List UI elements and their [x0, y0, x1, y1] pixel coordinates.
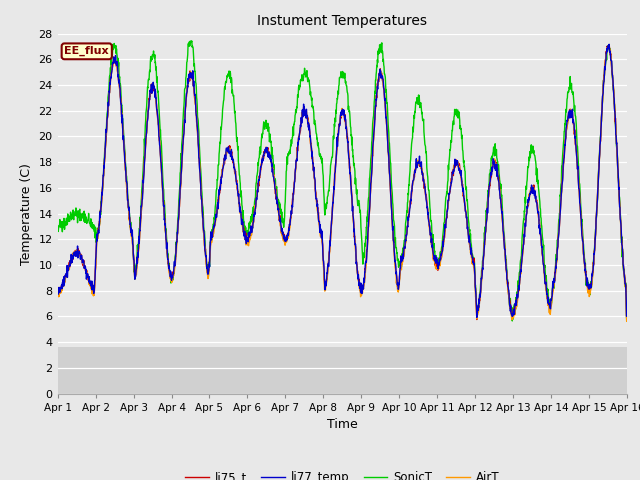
AirT	[86, 283, 94, 289]
AirT	[289, 198, 297, 204]
Line: li75_t: li75_t	[58, 46, 627, 320]
AirT	[623, 315, 631, 321]
Line: li77_temp: li77_temp	[58, 44, 627, 317]
SonicT	[623, 310, 631, 316]
li77_temp	[86, 280, 94, 286]
X-axis label: Time: Time	[327, 418, 358, 431]
li75_t	[54, 284, 61, 290]
SonicT	[508, 318, 516, 324]
Y-axis label: Temperature (C): Temperature (C)	[20, 163, 33, 264]
AirT	[286, 224, 294, 230]
li77_temp	[54, 288, 61, 294]
li75_t	[286, 217, 294, 223]
Line: SonicT: SonicT	[58, 41, 627, 321]
li75_t	[175, 206, 183, 212]
li77_temp	[286, 221, 294, 227]
Line: AirT: AirT	[58, 46, 627, 322]
li77_temp	[267, 153, 275, 158]
li75_t	[604, 43, 612, 48]
AirT	[443, 216, 451, 221]
li75_t	[623, 317, 631, 323]
li75_t	[289, 197, 297, 203]
li77_temp	[605, 41, 613, 47]
li77_temp	[443, 216, 451, 222]
li77_temp	[623, 310, 631, 316]
SonicT	[267, 138, 275, 144]
SonicT	[54, 225, 61, 230]
Bar	[58, 348, 627, 394]
li75_t	[267, 157, 275, 163]
li75_t	[623, 316, 631, 322]
AirT	[54, 293, 61, 299]
SonicT	[86, 220, 94, 226]
li77_temp	[473, 314, 481, 320]
AirT	[604, 43, 612, 48]
Title: Instument Temperatures: Instument Temperatures	[257, 14, 428, 28]
li77_temp	[289, 197, 297, 203]
SonicT	[175, 192, 183, 197]
AirT	[175, 208, 183, 214]
li75_t	[443, 215, 451, 221]
SonicT	[287, 146, 294, 152]
SonicT	[289, 124, 297, 130]
AirT	[623, 319, 631, 324]
li77_temp	[175, 204, 183, 210]
Legend: li75_t, li77_temp, SonicT, AirT: li75_t, li77_temp, SonicT, AirT	[180, 466, 504, 480]
SonicT	[443, 189, 451, 194]
AirT	[267, 156, 275, 161]
SonicT	[188, 38, 196, 44]
li75_t	[86, 282, 94, 288]
Text: EE_flux: EE_flux	[65, 46, 109, 57]
